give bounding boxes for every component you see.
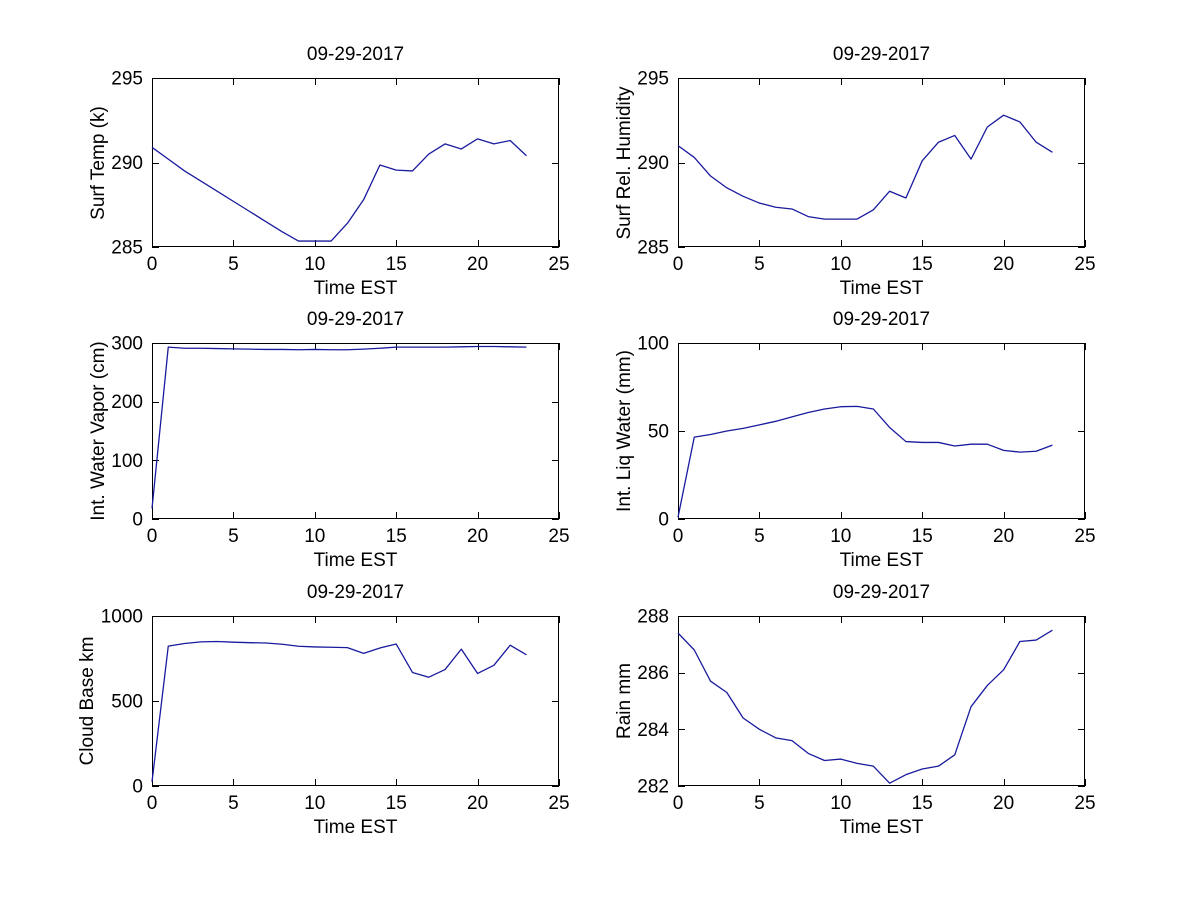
x-tick-label: 5: [228, 254, 239, 275]
axes-box: [152, 78, 559, 247]
y-tick-label: 100: [637, 334, 669, 355]
x-tick-label: 0: [673, 526, 684, 547]
x-axis-label: Time EST: [313, 550, 398, 571]
y-tick-label: 300: [111, 334, 143, 355]
y-tick-label: 295: [111, 69, 143, 90]
plot-canvas: 0 5 10 15 20 25 282 284 286 288: [637, 607, 1095, 815]
axes-box: [678, 78, 1085, 247]
y-tick-label: 290: [637, 153, 669, 174]
x-tick-label: 25: [1074, 793, 1095, 814]
y-axis-label: Surf Rel. Humidity: [613, 85, 635, 240]
x-tick-label: 10: [304, 793, 325, 814]
plot-title: 09-29-2017: [832, 582, 931, 603]
x-axis-label: Time EST: [839, 550, 924, 571]
plot-title: 09-29-2017: [832, 44, 931, 65]
y-tick-label: 282: [637, 777, 669, 798]
x-tick-label: 25: [1074, 254, 1095, 275]
x-tick-label: 25: [548, 526, 569, 547]
x-tick-label: 20: [467, 254, 488, 275]
x-tick-label: 15: [386, 254, 407, 275]
x-tick-label: 0: [147, 526, 158, 547]
y-tick-label: 295: [637, 69, 669, 90]
axes-box: [678, 343, 1085, 519]
y-tick-label: 50: [648, 422, 669, 443]
x-tick-label: 20: [467, 526, 488, 547]
y-axis-label: Surf Temp (k): [87, 105, 109, 220]
plot-canvas: 0 5 10 15 20 25 0 100 200 300: [111, 334, 569, 548]
x-tick-label: 20: [993, 254, 1014, 275]
x-tick-label: 15: [912, 254, 933, 275]
data-line: [677, 629, 1053, 784]
y-tick-label: 0: [658, 510, 669, 531]
x-tick-label: 5: [228, 526, 239, 547]
y-tick-label: 1000: [101, 607, 143, 628]
data-line: [151, 345, 527, 509]
x-axis-label: Time EST: [839, 817, 924, 838]
x-tick-label: 20: [993, 526, 1014, 547]
plot-canvas: 0 5 10 15 20 25 285 290 295: [111, 69, 569, 276]
y-axis-label: Int. Liq Water (mm): [613, 350, 635, 512]
x-tick-label: 15: [912, 793, 933, 814]
y-tick-label: 284: [637, 720, 669, 741]
y-tick-label: 0: [132, 777, 143, 798]
x-tick-label: 10: [304, 526, 325, 547]
x-axis-label: Time EST: [313, 817, 398, 838]
x-tick-label: 0: [673, 254, 684, 275]
x-tick-label: 10: [304, 254, 325, 275]
y-tick-label: 500: [111, 692, 143, 713]
x-axis-label: Time EST: [313, 278, 398, 299]
x-tick-label: 0: [147, 254, 158, 275]
x-tick-label: 15: [386, 526, 407, 547]
y-axis-label: Cloud Base km: [77, 636, 98, 766]
plot-canvas: 0 5 10 15 20 25 285 290 295: [637, 69, 1095, 276]
x-tick-label: 25: [548, 793, 569, 814]
x-tick-label: 10: [830, 793, 851, 814]
y-tick-label: 100: [111, 451, 143, 472]
y-tick-label: 290: [111, 153, 143, 174]
axes-box: [678, 616, 1085, 786]
plot-title: 09-29-2017: [306, 309, 405, 330]
plot-title: 09-29-2017: [832, 309, 931, 330]
plot-canvas: 0 5 10 15 20 25 0 500 1000: [101, 607, 570, 815]
y-tick-label: 286: [637, 663, 669, 684]
x-tick-label: 0: [147, 793, 158, 814]
plot-title: 09-29-2017: [306, 582, 405, 603]
x-tick-label: 15: [912, 526, 933, 547]
x-tick-label: 20: [993, 793, 1014, 814]
data-line: [677, 114, 1053, 220]
data-line: [151, 138, 527, 242]
x-tick-label: 25: [548, 254, 569, 275]
y-tick-label: 288: [637, 607, 669, 628]
plot-canvas: 0 5 10 15 20 25 0 50 100: [637, 334, 1095, 548]
x-tick-label: 15: [386, 793, 407, 814]
x-tick-label: 5: [228, 793, 239, 814]
y-axis-label: Rain mm: [613, 662, 635, 740]
y-tick-label: 285: [111, 238, 143, 259]
x-tick-label: 10: [830, 526, 851, 547]
x-axis-label: Time EST: [839, 278, 924, 299]
data-line: [677, 405, 1053, 518]
plot-title: 09-29-2017: [306, 44, 405, 65]
x-tick-label: 0: [673, 793, 684, 814]
y-tick-label: 200: [111, 392, 143, 413]
y-tick-label: 0: [132, 510, 143, 531]
x-tick-label: 5: [754, 254, 765, 275]
data-line: [151, 640, 527, 782]
x-tick-label: 25: [1074, 526, 1095, 547]
x-tick-label: 20: [467, 793, 488, 814]
y-tick-label: 285: [637, 238, 669, 259]
axes-box: [152, 343, 559, 519]
y-axis-label: Int. Water Vapor (cm): [87, 341, 109, 521]
x-tick-label: 10: [830, 254, 851, 275]
x-tick-label: 5: [754, 793, 765, 814]
x-tick-label: 5: [754, 526, 765, 547]
